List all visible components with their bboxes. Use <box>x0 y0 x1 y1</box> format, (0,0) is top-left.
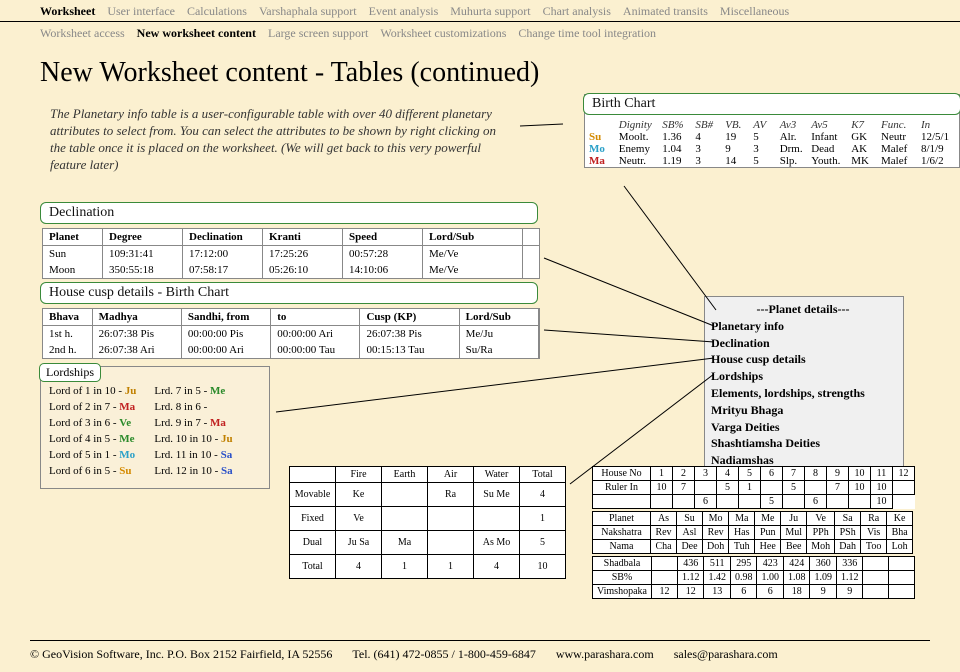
nav-item[interactable]: Event analysis <box>369 4 439 19</box>
footer-web: www.parashara.com <box>556 647 654 662</box>
cusp-panel: House cusp details - Birth Chart BhavaMa… <box>42 284 540 359</box>
nav-item[interactable]: Muhurta support <box>450 4 530 19</box>
nav-item[interactable]: Worksheet <box>40 4 95 19</box>
nav-item[interactable]: Worksheet access <box>40 26 125 41</box>
page-title: New Worksheet content - Tables (continue… <box>40 57 960 89</box>
declination-panel: Declination PlanetDegreeDeclinationKrant… <box>42 204 540 279</box>
nav-item[interactable]: Calculations <box>187 4 247 19</box>
footer-copyright: © GeoVision Software, Inc. P.O. Box 2152… <box>30 647 332 662</box>
menu-item[interactable]: Lordships <box>711 368 895 385</box>
menu-item[interactable]: Elements, lordships, strengths <box>711 385 895 402</box>
nav-item[interactable]: Animated transits <box>623 4 708 19</box>
description: The Planetary info table is a user-confi… <box>50 106 510 174</box>
nav-item[interactable]: Change time tool integration <box>518 26 656 41</box>
menu-item[interactable]: Planetary info <box>711 318 895 335</box>
nav-item[interactable]: Large screen support <box>268 26 368 41</box>
nav-item[interactable]: New worksheet content <box>137 26 256 41</box>
nav-item[interactable]: Varshaphala support <box>259 4 357 19</box>
top-nav-1: Worksheet User interface Calculations Varsh… <box>0 0 960 22</box>
menu-item[interactable]: Varga Deities <box>711 419 895 436</box>
birth-chart-title: Birth Chart <box>583 93 960 115</box>
nav-item[interactable]: Miscellaneous <box>720 4 789 19</box>
menu-item[interactable]: House cusp details <box>711 351 895 368</box>
menu-item[interactable]: Mrityu Bhaga <box>711 402 895 419</box>
planet-details-menu[interactable]: ---Planet details---Planetary infoDeclin… <box>704 296 904 474</box>
menu-item[interactable]: Declination <box>711 335 895 352</box>
nav-item[interactable]: Worksheet customizations <box>380 26 506 41</box>
elements-table: FireEarthAirWaterTotalMovableKeRaSu Me4F… <box>289 466 566 579</box>
birth-chart-panel: Birth Chart DignitySB%SB#VB.AVAv3Av5K7Fu… <box>584 94 960 168</box>
strengths-tables: House No123456789101112Ruler In107515710… <box>592 466 915 601</box>
cusp-title: House cusp details - Birth Chart <box>40 282 538 304</box>
declination-title: Declination <box>40 202 538 224</box>
footer-tel: Tel. (641) 472-0855 / 1-800-459-6847 <box>352 647 535 662</box>
lordships-title: Lordships <box>39 363 101 382</box>
nav-item[interactable]: User interface <box>107 4 175 19</box>
footer-email: sales@parashara.com <box>674 647 778 662</box>
footer: © GeoVision Software, Inc. P.O. Box 2152… <box>30 640 930 662</box>
nav-item[interactable]: Chart analysis <box>543 4 611 19</box>
lordships-panel: Lordships Lord of 1 in 10 - JuLord of 2 … <box>40 366 270 489</box>
top-nav-2: Worksheet access New worksheet content Lar… <box>0 22 960 43</box>
menu-item[interactable]: Shashtiamsha Deities <box>711 435 895 452</box>
